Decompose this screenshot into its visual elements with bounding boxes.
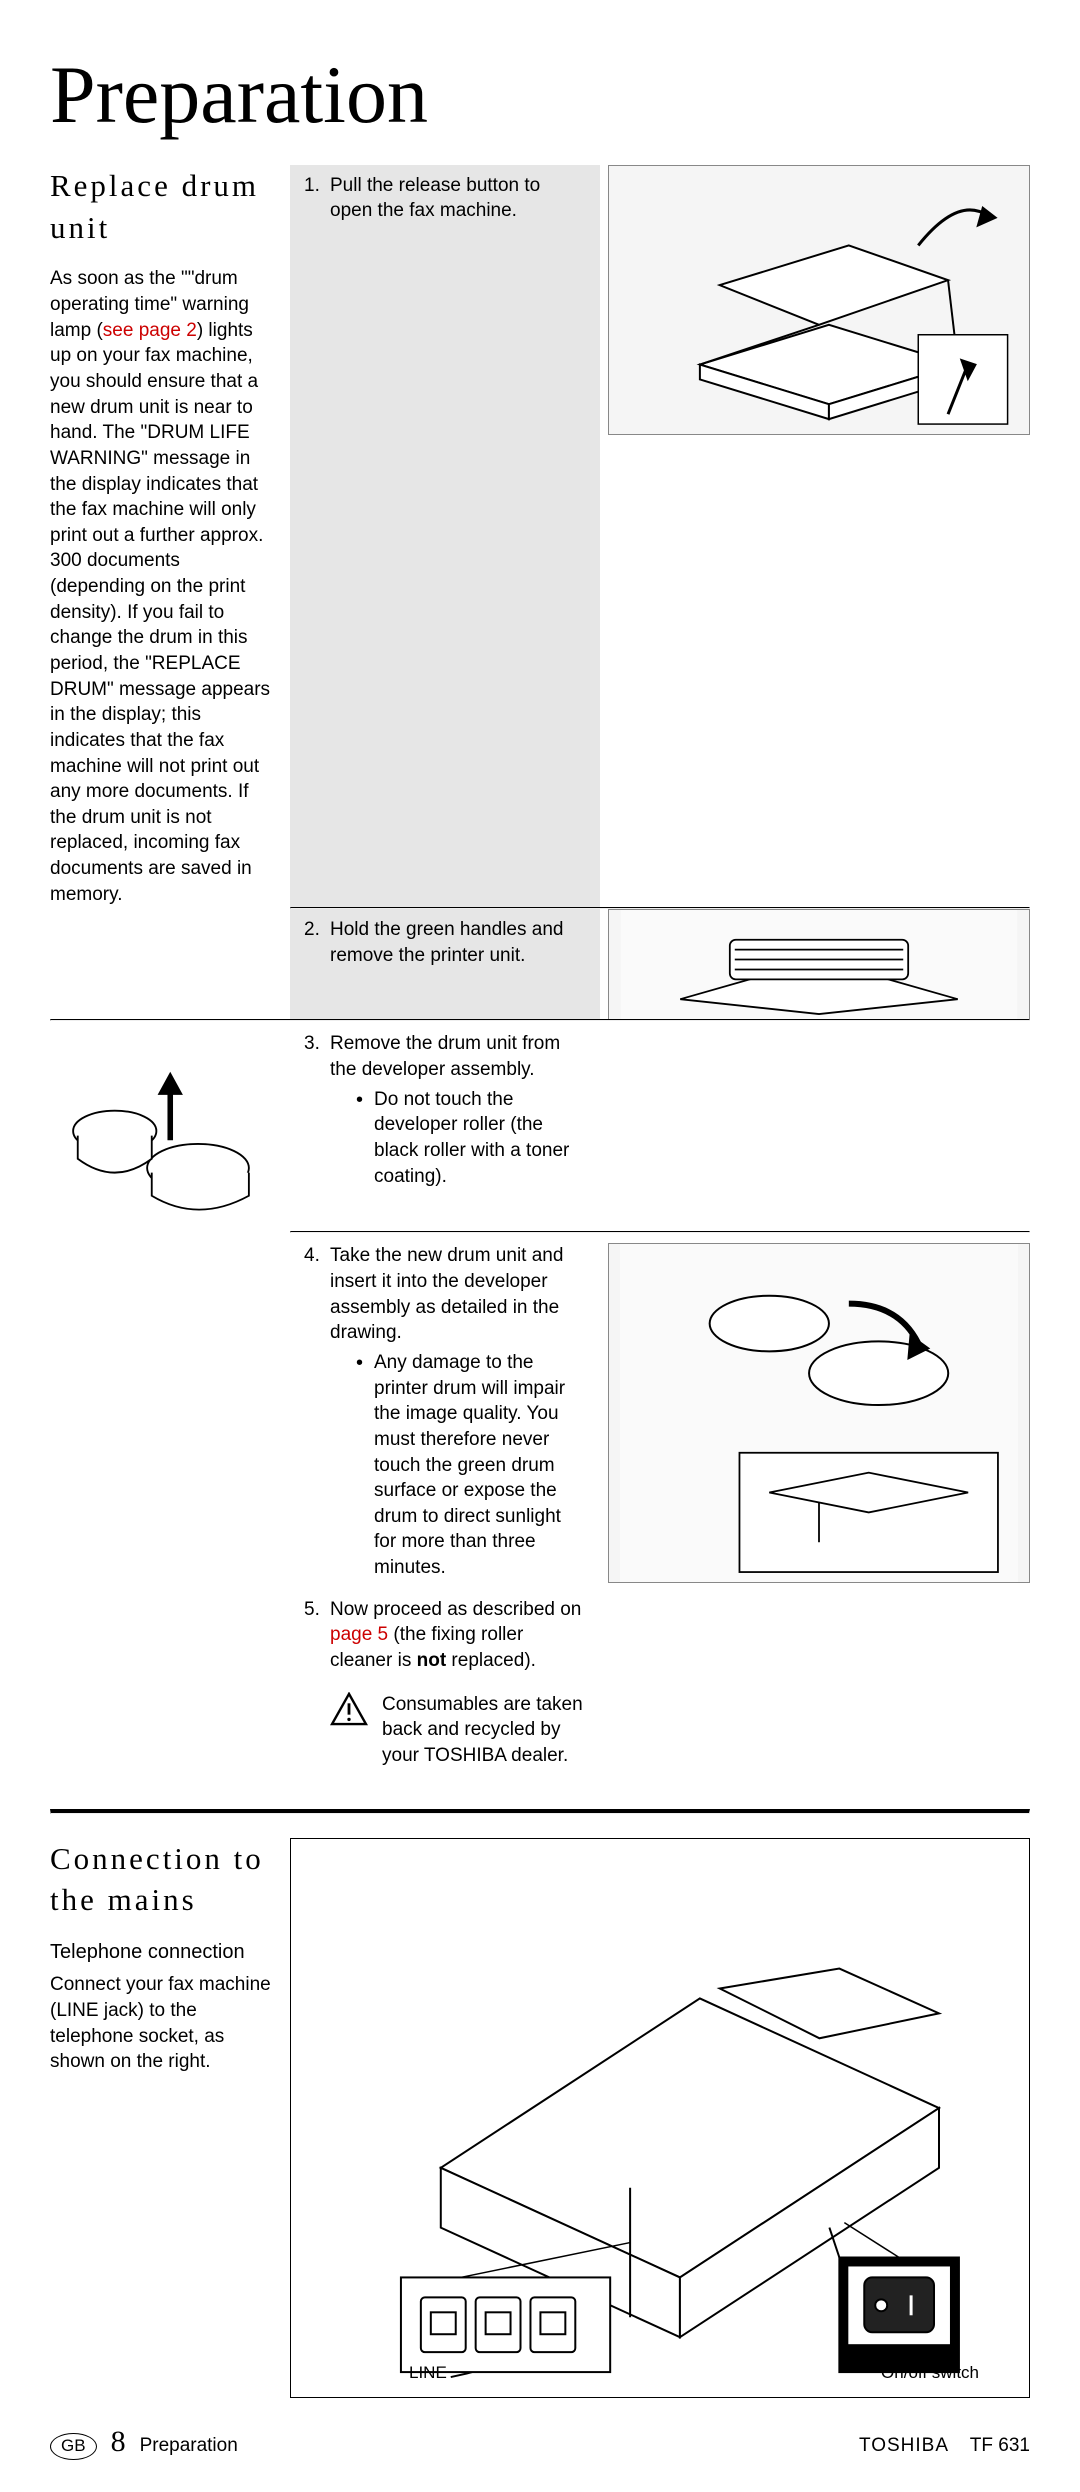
figure-step1 — [608, 165, 1030, 435]
line-label: LINE — [409, 2362, 447, 2385]
intro-paragraph: As soon as the ""drum operating time" wa… — [50, 266, 272, 907]
section2-title: Connection to the mains — [50, 1838, 272, 1922]
sub-title: Telephone connection — [50, 1939, 272, 1966]
phone-text: Connect your fax machine (LINE jack) to … — [50, 1972, 272, 2075]
step-4: Take the new drum unit and insert it int… — [304, 1243, 586, 1580]
drum-unit-remove-illustration — [50, 1031, 272, 1231]
section1-row-step2: Hold the green handles and remove the pr… — [50, 909, 1030, 1019]
footer-gb-badge: GB — [50, 2433, 97, 2460]
figure-connection: LINE On/off switch — [290, 1838, 1030, 2398]
switch-label: On/off switch — [881, 2362, 979, 2385]
footer-section-label: Preparation — [140, 2433, 238, 2459]
page-footer: GB 8 Preparation TOSHIBA TF 631 — [50, 2422, 1030, 2463]
fax-connection-illustration — [291, 1839, 1029, 2397]
warning-text: Consumables are taken back and recycled … — [382, 1692, 586, 1769]
printer-unit-illustration — [609, 910, 1029, 1019]
intro-post: ) lights up on your fax machine, you sho… — [50, 320, 270, 905]
section1-row-step4-5: Take the new drum unit and insert it int… — [50, 1233, 1030, 1788]
step4-text: Take the new drum unit and insert it int… — [330, 1245, 563, 1343]
drum-insert-illustration — [609, 1244, 1029, 1582]
step3-text: Remove the drum unit from the developer … — [330, 1033, 560, 1080]
figure-step4 — [608, 1243, 1030, 1583]
step-3: Remove the drum unit from the developer … — [304, 1031, 586, 1189]
footer-page-number: 8 — [111, 2422, 126, 2463]
step5-end: replaced). — [446, 1650, 536, 1671]
printer-open-illustration — [609, 166, 1029, 434]
section1-title: Replace drum unit — [50, 165, 272, 249]
footer-model: TF 631 — [970, 2435, 1030, 2456]
step-5: Now proceed as described on page 5 (the … — [304, 1597, 586, 1674]
section1-row-step1: Replace drum unit As soon as the ""drum … — [50, 165, 1030, 908]
major-divider — [50, 1809, 1030, 1814]
page-title: Preparation — [50, 40, 1030, 151]
warning-block: Consumables are taken back and recycled … — [304, 1692, 586, 1769]
intro-link[interactable]: see page 2 — [103, 320, 197, 341]
step5-pre: Now proceed as described on — [330, 1599, 581, 1620]
footer-brand: TOSHIBA — [859, 2435, 949, 2456]
step-1: Pull the release button to open the fax … — [304, 173, 586, 224]
figure-step3-left — [50, 1031, 272, 1231]
figure-step2 — [608, 909, 1030, 1019]
section1-row-step3: Remove the drum unit from the developer … — [50, 1021, 1030, 1231]
warning-triangle-icon — [330, 1692, 368, 1726]
step3-bullet: Do not touch the developer roller (the b… — [356, 1087, 586, 1190]
step-2: Hold the green handles and remove the pr… — [304, 917, 586, 968]
step5-bold: not — [417, 1650, 447, 1671]
section2-row: Connection to the mains Telephone connec… — [50, 1838, 1030, 2398]
step4-bullet: Any damage to the printer drum will impa… — [356, 1350, 586, 1581]
step5-link[interactable]: page 5 — [330, 1624, 388, 1645]
